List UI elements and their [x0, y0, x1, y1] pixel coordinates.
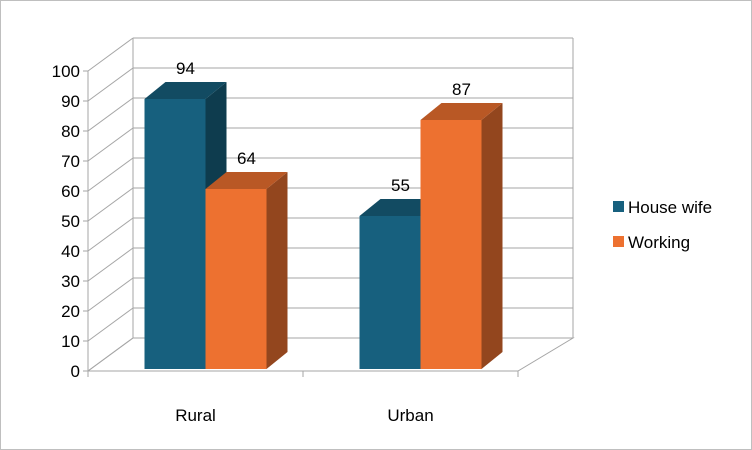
- gridline-side-20: [87, 277, 134, 312]
- data-label-working-rural: 64: [237, 149, 256, 168]
- x-category-label-urban: Urban: [387, 406, 433, 425]
- legend-item-house-wife: House wife: [613, 198, 712, 217]
- bar-working-rural: [205, 172, 288, 369]
- x-axis: Rural Urban: [87, 371, 519, 425]
- legend: House wife Working: [613, 198, 712, 252]
- gridline-side-50: [87, 187, 134, 222]
- y-tick-label-100: 100: [52, 62, 80, 81]
- y-tick-label-60: 60: [61, 182, 80, 201]
- bar-working-urban: [420, 103, 503, 369]
- bar-top-working-urban: [420, 103, 503, 120]
- y-tick-label-20: 20: [61, 302, 80, 321]
- gridline-side-80: [87, 97, 134, 132]
- legend-swatch-working: [613, 236, 624, 247]
- bar-side-working-rural: [266, 172, 288, 369]
- gridline-side-60: [87, 157, 134, 192]
- data-label-house-wife-rural: 94: [176, 59, 195, 78]
- data-labels: 94 64 55 87: [176, 59, 471, 195]
- y-tick-label-0: 0: [71, 362, 80, 381]
- gridline-side-100: [87, 37, 134, 72]
- y-tick-label-30: 30: [61, 272, 80, 291]
- bar-front-working-rural: [205, 189, 267, 369]
- x-category-label-rural: Rural: [175, 406, 216, 425]
- y-tick-label-70: 70: [61, 152, 80, 171]
- bar-house-wife-rural: [144, 82, 227, 369]
- gridline-side-90: [87, 67, 134, 102]
- bar-front-working-urban: [420, 120, 482, 369]
- legend-label-working: Working: [628, 233, 690, 252]
- bars: [144, 82, 503, 369]
- data-label-working-urban: 87: [452, 80, 471, 99]
- bar-top-working-rural: [205, 172, 288, 189]
- y-tick-label-40: 40: [61, 242, 80, 261]
- y-axis: 0 10 20 30 40 50 60 70 80 90 100: [52, 62, 88, 381]
- gridline-side-70: [87, 127, 134, 162]
- bar-front-house-wife-urban: [359, 216, 421, 369]
- gridline-side-10: [87, 307, 134, 342]
- legend-item-working: Working: [613, 233, 690, 252]
- y-tick-label-50: 50: [61, 212, 80, 231]
- y-tick-label-90: 90: [61, 92, 80, 111]
- bar-top-house-wife-rural: [144, 82, 227, 99]
- gridline-side-30: [87, 247, 134, 282]
- gridline-side-40: [87, 217, 134, 252]
- data-label-house-wife-urban: 55: [391, 176, 410, 195]
- legend-swatch-house-wife: [613, 201, 624, 212]
- gridline-side-0: [87, 337, 134, 372]
- y-tick-label-80: 80: [61, 122, 80, 141]
- legend-label-house-wife: House wife: [628, 198, 712, 217]
- bar-front-house-wife-rural: [144, 99, 206, 369]
- y-tick-label-10: 10: [61, 332, 80, 351]
- bar-side-working-urban: [481, 103, 503, 369]
